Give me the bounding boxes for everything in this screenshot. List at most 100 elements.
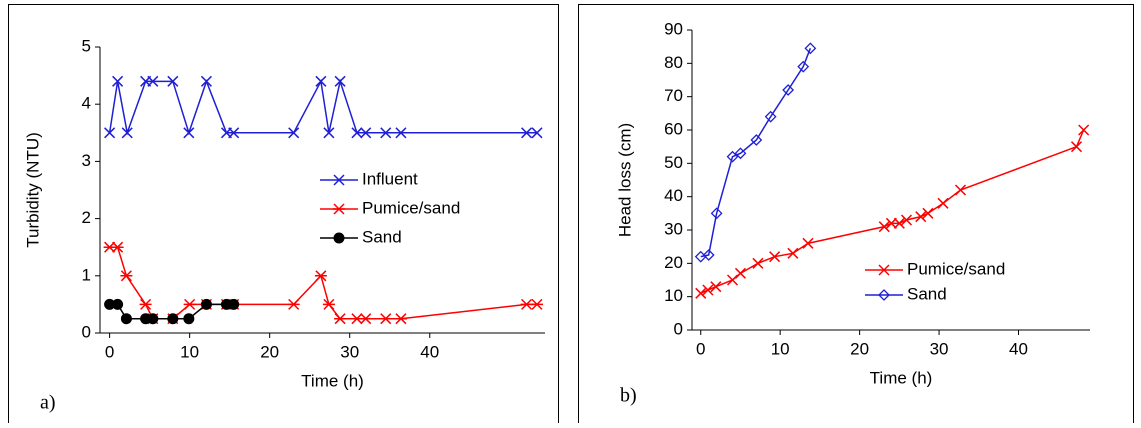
data-point [702,284,714,296]
data-point [395,127,407,139]
data-point [147,313,159,325]
y-tick-label: 0 [674,319,683,338]
data-point [804,42,817,55]
data-point [380,127,392,139]
data-point [782,84,795,96]
data-point [710,207,723,220]
y-tick-label: 80 [664,53,683,72]
data-point [520,298,533,310]
data-point [334,75,346,87]
x-tick-label: 10 [771,339,790,358]
data-point [394,313,407,325]
data-point [900,214,913,226]
x-tick-label: 0 [696,339,705,358]
data-point [323,127,335,139]
x-axis-label: Time (h) [870,368,933,387]
y-tick-label: 2 [82,208,91,227]
data-point [360,127,372,139]
legend-marker [878,289,890,301]
data-point [521,127,533,139]
legend-label: Influent [362,169,418,188]
data-point [764,110,777,123]
y-tick-label: 5 [82,36,91,55]
data-point [922,207,934,219]
data-point [351,127,363,139]
x-tick-label: 20 [260,342,279,361]
x-tick-label: 10 [180,342,199,361]
data-point [228,298,240,310]
data-point [167,75,179,87]
data-point [1070,141,1083,153]
legend-marker [333,203,345,215]
data-point [937,197,949,209]
y-tick-label: 1 [82,265,91,284]
data-point [695,287,707,299]
y-tick-label: 60 [664,119,683,138]
panel-frame [8,4,559,428]
series-line [109,303,234,320]
data-point [139,298,152,310]
y-tick-label: 0 [82,322,91,341]
data-point [314,270,327,282]
data-point [702,249,715,261]
data-point [359,313,372,325]
x-tick-label: 40 [1009,339,1028,358]
data-point [288,127,300,139]
legend-label: Pumice/sand [907,259,1005,278]
data-point [200,298,212,310]
legend-marker [333,174,345,186]
data-point [200,75,212,87]
data-point [750,134,763,146]
panel-label: b) [620,385,637,407]
panel-frame [578,4,1134,428]
y-tick-label: 4 [82,94,91,113]
y-tick-label: 50 [664,153,683,172]
series-line [109,246,537,320]
data-point [147,75,159,87]
data-point [885,217,897,229]
data-point [183,313,195,325]
data-point [797,60,810,73]
data-point [734,267,746,279]
data-point [379,313,392,325]
y-tick-label: 40 [664,186,683,205]
data-point [726,150,739,163]
data-point [120,313,132,325]
panel-label: a) [40,392,56,414]
data-point [322,298,335,310]
y-tick-label: 70 [664,86,683,105]
data-point [769,251,781,263]
legend-label: Sand [362,227,402,246]
data-point [121,127,133,139]
data-point [111,241,124,253]
y-tick-label: 3 [82,151,91,170]
data-point [167,313,179,325]
data-point [334,313,347,325]
data-point [752,257,764,269]
y-axis-label: Head loss (cm) [615,123,634,237]
x-axis-label: Time (h) [301,371,364,390]
y-tick-label: 90 [664,19,683,38]
y-axis-label: Turbidity (NTU) [23,132,42,248]
legend-marker [333,232,345,244]
series-line [700,48,812,258]
x-tick-label: 0 [105,342,114,361]
data-point [315,75,327,87]
legend-marker [878,264,890,276]
data-point [726,274,739,286]
data-point [228,127,240,139]
data-point [878,221,890,233]
y-tick-label: 10 [664,286,683,305]
data-point [1078,124,1090,136]
x-tick-label: 20 [850,339,869,358]
data-point [183,298,196,310]
data-point [530,298,543,310]
data-point [710,281,722,293]
x-tick-label: 30 [930,339,949,358]
data-point [287,298,300,310]
data-point [734,147,747,160]
series-line [700,129,1085,295]
x-tick-label: 30 [340,342,359,361]
data-point [954,184,967,196]
legend-label: Sand [907,284,947,303]
